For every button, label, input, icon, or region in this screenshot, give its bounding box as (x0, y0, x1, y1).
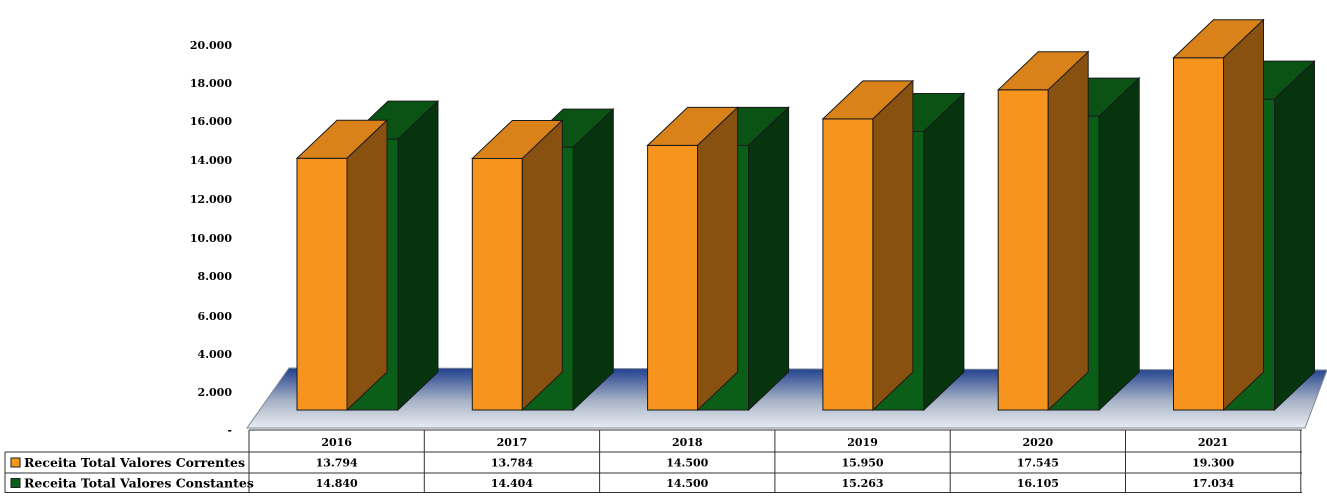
data-value-label: 17.034 (1192, 477, 1234, 490)
legend-label: Receita Total Valores Constantes (24, 476, 254, 491)
bar-side (1223, 18, 1264, 412)
bar-front (1173, 57, 1224, 411)
y-tick-label: 10.000 (190, 232, 232, 245)
y-tick-label: 16.000 (190, 115, 232, 128)
category-label: 2018 (672, 436, 703, 449)
bar-front (997, 89, 1049, 411)
data-table: 2016 2017 2018 2019 2020 2021 Receita Total Va… (4, 429, 1302, 493)
data-value-label: 17.545 (1017, 457, 1059, 470)
data-value-label: 16.105 (1017, 477, 1059, 490)
category-label: 2019 (847, 436, 878, 449)
y-tick-label: 20.000 (190, 39, 232, 52)
bar-side (748, 106, 790, 412)
bar-front (822, 118, 874, 411)
bar-correntes (1172, 18, 1265, 412)
y-tick-label: 18.000 (190, 77, 232, 90)
bar-side (1098, 76, 1140, 412)
y-tick-label: 4.000 (198, 348, 233, 361)
bar-side (521, 119, 563, 412)
y-tick-label: 14.000 (190, 154, 232, 167)
data-value-label: 19.300 (1192, 457, 1234, 470)
bars (295, 18, 1316, 412)
bar-side (397, 100, 439, 412)
data-value-label: 14.500 (666, 477, 708, 490)
category-label: 2017 (497, 436, 528, 449)
bar-correntes (821, 79, 915, 412)
legend-label: Receita Total Valores Correntes (24, 455, 245, 470)
data-value-label: 14.404 (491, 477, 533, 490)
data-value-label: 14.840 (316, 477, 358, 490)
y-axis: - 2.000 4.000 6.000 8.000 10.000 12.000 14.000 1… (190, 39, 232, 437)
category-label: 2021 (1198, 436, 1229, 449)
bar-side (572, 107, 614, 412)
data-value-label: 15.263 (841, 477, 883, 490)
y-tick-label: - (227, 424, 232, 437)
y-tick-label: 2.000 (198, 386, 233, 399)
bar-side (697, 106, 739, 412)
y-tick-label: 8.000 (198, 270, 233, 283)
bar-front (647, 144, 699, 411)
data-value-label: 15.950 (841, 457, 883, 470)
legend-key (10, 457, 21, 468)
bar-front (296, 157, 348, 411)
y-tick-label: 12.000 (190, 193, 232, 206)
category-label: 2016 (321, 436, 352, 449)
bar-side (346, 119, 388, 412)
y-tick-label: 6.000 (198, 310, 233, 323)
data-value-label: 14.500 (666, 457, 708, 470)
bar-correntes (471, 119, 564, 412)
bar-correntes (295, 119, 389, 412)
bar-side (872, 79, 914, 412)
category-label: 2020 (1023, 436, 1054, 449)
bar-correntes (996, 50, 1090, 412)
bar-correntes (646, 106, 739, 412)
data-value-label: 13.784 (491, 457, 533, 470)
bar-side (1274, 59, 1315, 412)
bar-side (1047, 50, 1089, 412)
legend-key (10, 478, 21, 488)
data-value-label: 13.794 (316, 457, 358, 470)
bar-front (471, 157, 523, 411)
bar-side (923, 92, 965, 412)
